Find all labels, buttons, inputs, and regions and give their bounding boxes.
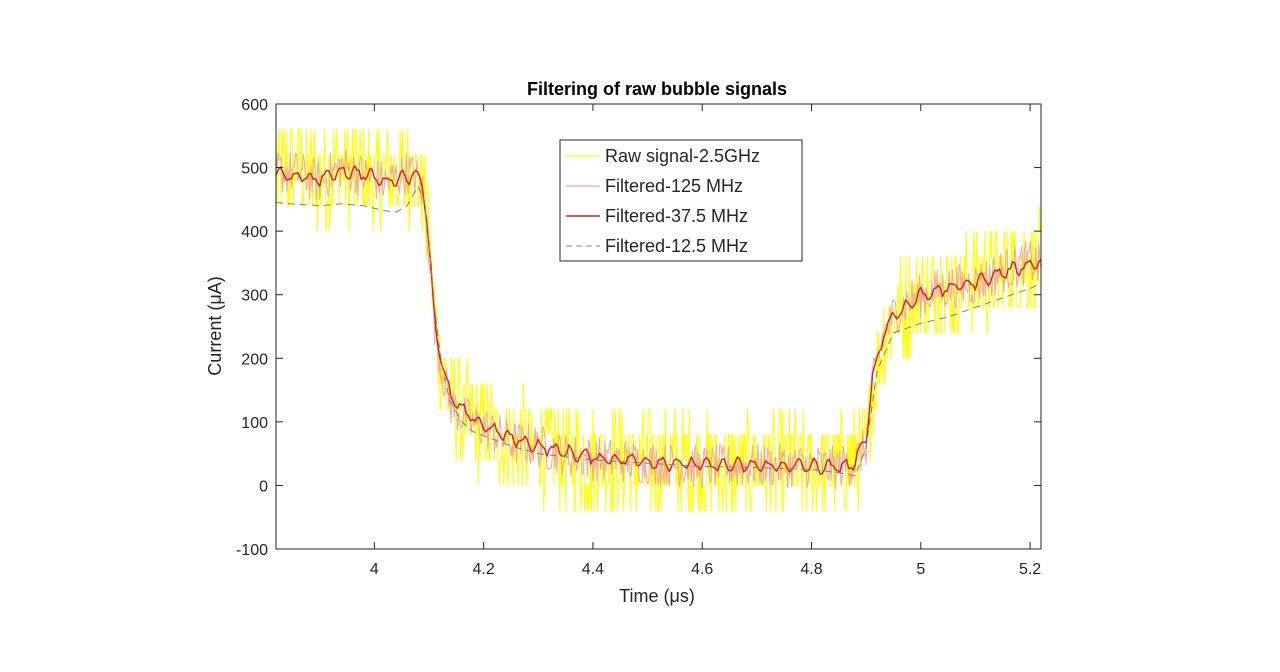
y-tick-label: 300 xyxy=(241,288,268,305)
x-tick-label: 5 xyxy=(916,561,925,578)
series-raw-signal xyxy=(276,128,1041,512)
legend-label-filtered-37-5: Filtered-37.5 MHz xyxy=(605,206,748,226)
ticks-layer: 4 4.2 4.4 4.6 4.8 5 5.2 -100 0 100 200 300 400 500 600 xyxy=(236,97,1041,578)
y-tick-label: 200 xyxy=(241,351,268,368)
series-filtered-12-5mhz xyxy=(276,186,1041,477)
y-tick-label: 100 xyxy=(241,415,268,432)
x-tick-label: 4.4 xyxy=(582,561,604,578)
y-tick-label: 0 xyxy=(259,478,268,495)
chart-title: Filtering of raw bubble signals xyxy=(527,79,787,99)
x-tick-label: 4.8 xyxy=(800,561,822,578)
x-tick-label: 4 xyxy=(370,561,379,578)
legend-label-filtered-125: Filtered-125 MHz xyxy=(605,176,743,196)
legend-label-raw-signal: Raw signal-2.5GHz xyxy=(605,146,760,166)
y-tick-label: -100 xyxy=(236,542,268,559)
series-layer xyxy=(276,128,1041,512)
legend: Raw signal-2.5GHz Filtered-125 MHz Filte… xyxy=(559,139,803,262)
axes-box xyxy=(275,103,1042,550)
legend-label-filtered-12-5: Filtered-12.5 MHz xyxy=(605,236,748,256)
y-tick-label: 500 xyxy=(241,161,268,178)
y-tick-label: 600 xyxy=(241,97,268,114)
series-filtered-125mhz xyxy=(276,149,1041,490)
y-tick-label: 400 xyxy=(241,224,268,241)
x-tick-label: 4.6 xyxy=(691,561,713,578)
x-axis-label: Time (μs) xyxy=(619,586,695,606)
x-tick-label: 5.2 xyxy=(1019,561,1041,578)
series-filtered-37-5mhz xyxy=(276,165,1041,475)
x-tick-label: 4.2 xyxy=(473,561,495,578)
legend-box xyxy=(559,139,803,262)
y-axis-label: Current (μA) xyxy=(205,276,225,375)
